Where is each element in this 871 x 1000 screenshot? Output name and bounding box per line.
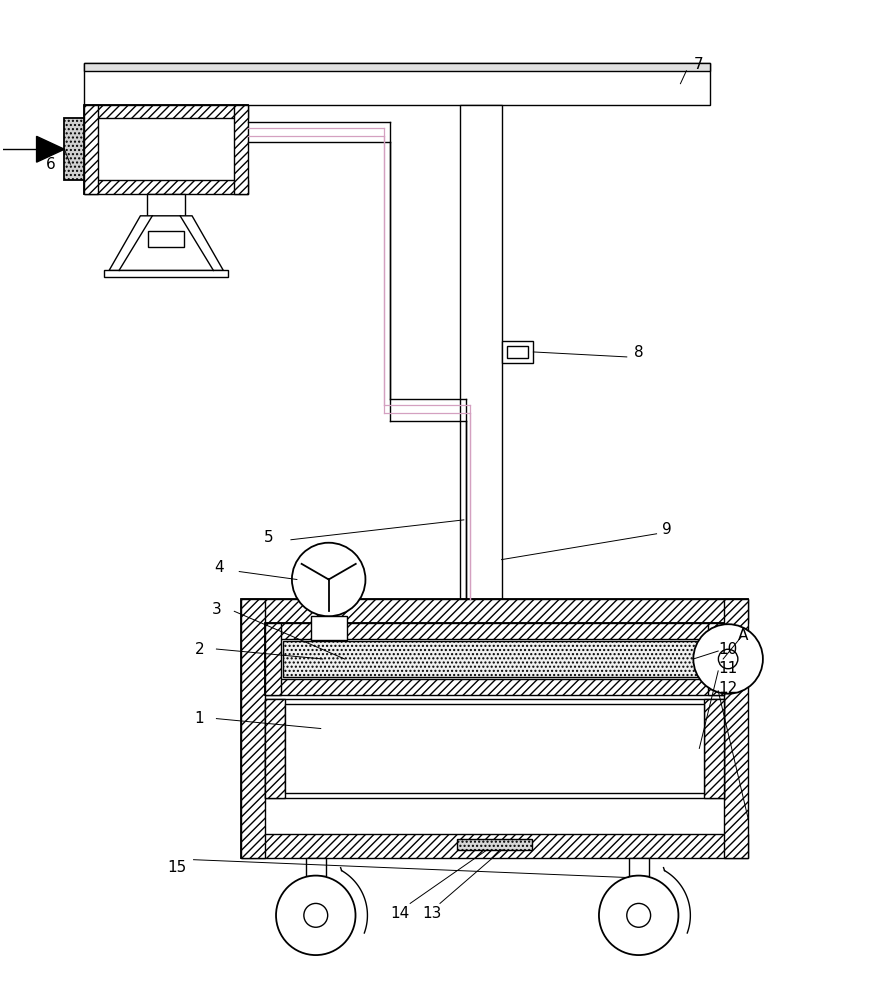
Bar [457, 839, 532, 850]
Text: 13: 13 [422, 906, 442, 921]
Bar [460, 105, 502, 599]
Text: 11: 11 [719, 661, 738, 676]
Bar [265, 623, 281, 695]
Text: 1: 1 [195, 711, 205, 726]
Bar [265, 679, 724, 695]
Text: 9: 9 [662, 522, 672, 537]
Circle shape [292, 543, 366, 616]
Polygon shape [109, 216, 223, 270]
Bar [234, 105, 248, 194]
Text: 15: 15 [167, 860, 186, 875]
Text: 5: 5 [264, 530, 273, 545]
Text: A: A [738, 628, 748, 643]
Bar [84, 105, 248, 118]
Bar [283, 641, 706, 677]
Bar [241, 599, 748, 623]
Text: 10: 10 [719, 642, 738, 657]
Text: 7: 7 [693, 57, 703, 72]
Bar [84, 180, 248, 194]
Bar [468, 105, 477, 599]
Circle shape [693, 624, 763, 694]
Bar [265, 623, 724, 639]
Bar [265, 699, 285, 798]
Text: 12: 12 [719, 681, 738, 696]
Bar [147, 194, 186, 216]
Bar [84, 63, 710, 105]
Bar [724, 599, 748, 858]
Bar [148, 231, 184, 247]
Bar [265, 623, 724, 695]
Bar [507, 346, 529, 358]
Bar [311, 616, 347, 640]
Polygon shape [37, 136, 64, 162]
Text: 14: 14 [390, 906, 410, 921]
Bar [241, 599, 748, 858]
Bar [64, 118, 84, 180]
Bar [306, 858, 326, 876]
Circle shape [304, 903, 327, 927]
Bar [84, 105, 98, 194]
Bar [241, 834, 748, 858]
Bar [84, 63, 710, 71]
Bar [241, 599, 265, 858]
Text: 2: 2 [195, 642, 205, 657]
Text: 6: 6 [45, 157, 56, 172]
Bar [285, 704, 705, 793]
Bar [105, 270, 228, 277]
Circle shape [627, 903, 651, 927]
Circle shape [276, 876, 355, 955]
Circle shape [719, 649, 738, 669]
Bar [705, 699, 724, 798]
Bar [708, 623, 724, 695]
Text: 8: 8 [634, 345, 644, 360]
Bar [502, 341, 533, 363]
Circle shape [599, 876, 679, 955]
Bar [84, 105, 248, 194]
Bar [265, 699, 724, 798]
Bar [629, 858, 649, 876]
Text: 3: 3 [212, 602, 221, 617]
Text: 4: 4 [214, 560, 224, 575]
